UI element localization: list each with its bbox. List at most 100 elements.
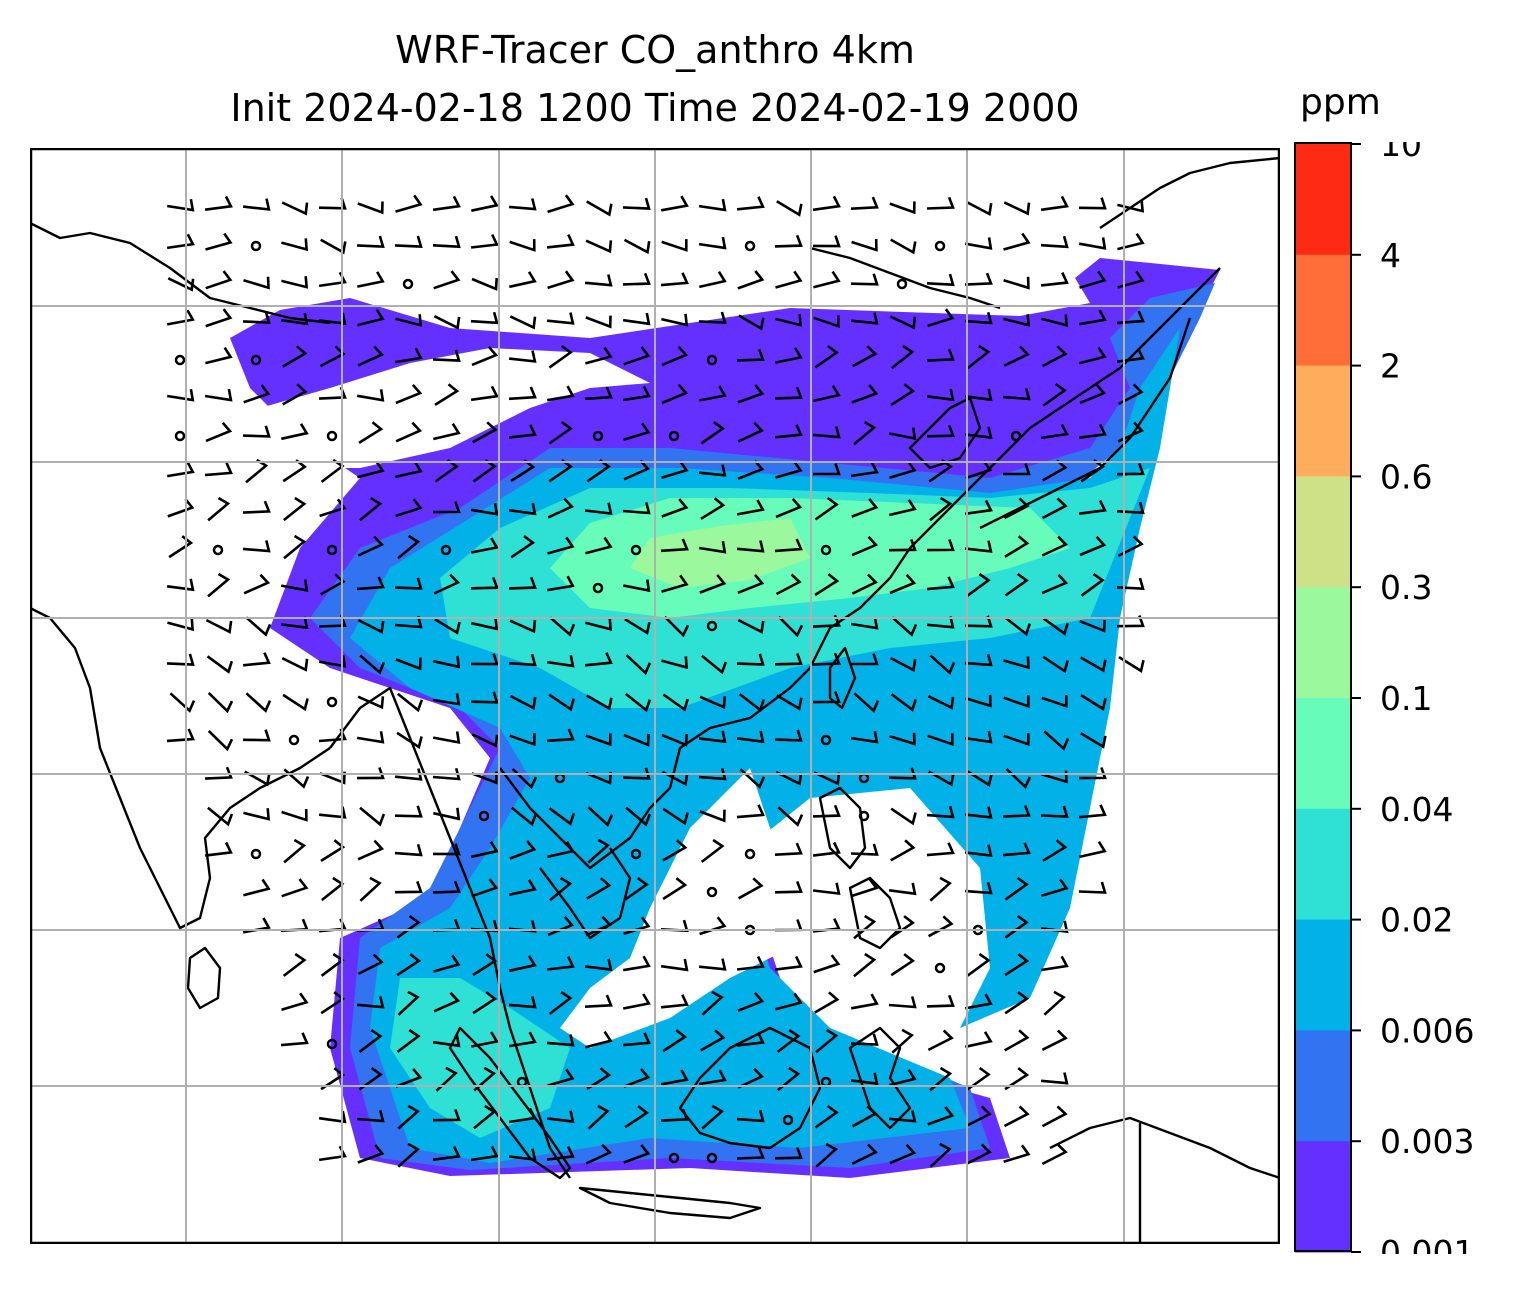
wind-barb	[851, 498, 879, 518]
wind-barb	[167, 277, 195, 292]
coastline-new-guinea	[1049, 1116, 1280, 1244]
calm-wind-circle	[326, 696, 338, 708]
wind-barb	[775, 347, 803, 364]
wind-barb	[395, 657, 422, 671]
wind-barb	[470, 311, 499, 325]
wind-barb	[280, 1032, 309, 1047]
wind-barb	[320, 238, 347, 255]
wind-barb	[1041, 314, 1069, 328]
wind-barb	[396, 914, 421, 939]
wind-barb	[395, 383, 423, 405]
wind-barb	[470, 503, 499, 516]
wind-barb	[357, 1144, 385, 1164]
calm-wind-circle	[326, 544, 338, 556]
wind-barb	[470, 234, 499, 249]
wind-barb	[433, 954, 461, 973]
wind-barb	[736, 1146, 765, 1160]
wind-barb	[245, 692, 272, 713]
wind-barb	[814, 496, 839, 521]
wind-barb	[433, 315, 461, 330]
wind-barb	[1041, 1143, 1068, 1166]
wind-barb	[586, 200, 613, 217]
wind-barb	[432, 767, 461, 781]
wind-barb	[205, 232, 233, 251]
wind-barb	[584, 386, 613, 401]
wind-barb	[394, 347, 423, 364]
wind-barb	[1003, 232, 1031, 251]
wind-barb	[472, 991, 498, 1015]
wind-barb	[470, 385, 499, 402]
wind-barb	[167, 498, 195, 518]
wind-barb	[851, 384, 879, 404]
wind-barb	[814, 991, 840, 1014]
wind-barb	[699, 271, 727, 289]
wind-barb	[166, 578, 195, 592]
wind-barb	[622, 502, 651, 515]
wind-barb	[812, 841, 841, 857]
wind-barb	[508, 350, 537, 363]
wind-barb	[395, 194, 423, 213]
colorbar-unit-label: ppm	[1300, 82, 1381, 123]
wind-barb	[776, 200, 803, 217]
wind-barb	[624, 877, 649, 901]
wind-barb	[927, 915, 954, 938]
wind-barb	[889, 499, 917, 517]
coastline-borneo	[678, 1026, 822, 1150]
wind-barb	[281, 657, 309, 672]
wind-barb	[660, 1108, 689, 1122]
wind-barb	[204, 195, 233, 211]
wind-barb	[584, 958, 613, 972]
wind-barb	[850, 616, 879, 630]
wind-barb	[204, 388, 233, 402]
field-layer-0.02-south	[390, 978, 570, 1138]
wind-barb	[739, 768, 766, 789]
wind-barb	[890, 953, 916, 977]
wind-barb	[1116, 501, 1145, 515]
wind-barb	[204, 841, 233, 857]
wind-barb	[357, 618, 385, 634]
wind-barb	[396, 731, 423, 750]
wind-barb	[586, 1067, 612, 1091]
wind-barb	[584, 652, 613, 667]
wind-barb	[964, 730, 993, 744]
wind-barb	[776, 1028, 801, 1053]
wind-barb	[964, 806, 993, 819]
wind-barb	[698, 540, 727, 554]
wind-barb	[283, 838, 307, 864]
colorbar-tick-label: 0.006	[1380, 1011, 1474, 1050]
wind-barb	[280, 616, 309, 630]
colorbar-tick-label: 0.02	[1380, 901, 1453, 940]
wind-barb	[470, 576, 499, 590]
wind-barb	[394, 880, 423, 894]
wind-barb	[889, 201, 916, 215]
wind-barb	[1003, 314, 1031, 327]
wind-barb	[283, 534, 307, 560]
colorbar-segment	[1295, 144, 1351, 256]
wind-barb	[166, 653, 195, 666]
wind-barb	[546, 312, 575, 325]
wind-barb	[891, 616, 918, 637]
wind-barb	[1117, 421, 1144, 443]
wind-barb	[890, 344, 915, 370]
wind-barb	[509, 733, 536, 747]
wind-barb	[700, 497, 726, 520]
calm-wind-circle	[326, 1038, 338, 1050]
wind-barb	[850, 843, 879, 856]
calm-wind-circle	[820, 544, 832, 556]
wind-barb	[812, 195, 841, 212]
wind-barb	[889, 460, 917, 479]
wind-barb	[547, 1068, 575, 1087]
wind-barb	[1003, 497, 1030, 520]
wind-barb	[812, 426, 841, 439]
wind-barb	[812, 882, 841, 896]
wind-barb	[853, 914, 877, 940]
wind-barb	[965, 1105, 992, 1128]
wind-barb	[661, 460, 689, 479]
wind-barb	[472, 953, 498, 977]
wind-barb	[206, 655, 234, 674]
wind-barb	[927, 733, 954, 747]
wind-barb	[850, 993, 879, 1010]
calm-wind-circle	[250, 848, 262, 860]
wind-barb	[812, 804, 841, 818]
calm-wind-circle	[250, 354, 262, 366]
